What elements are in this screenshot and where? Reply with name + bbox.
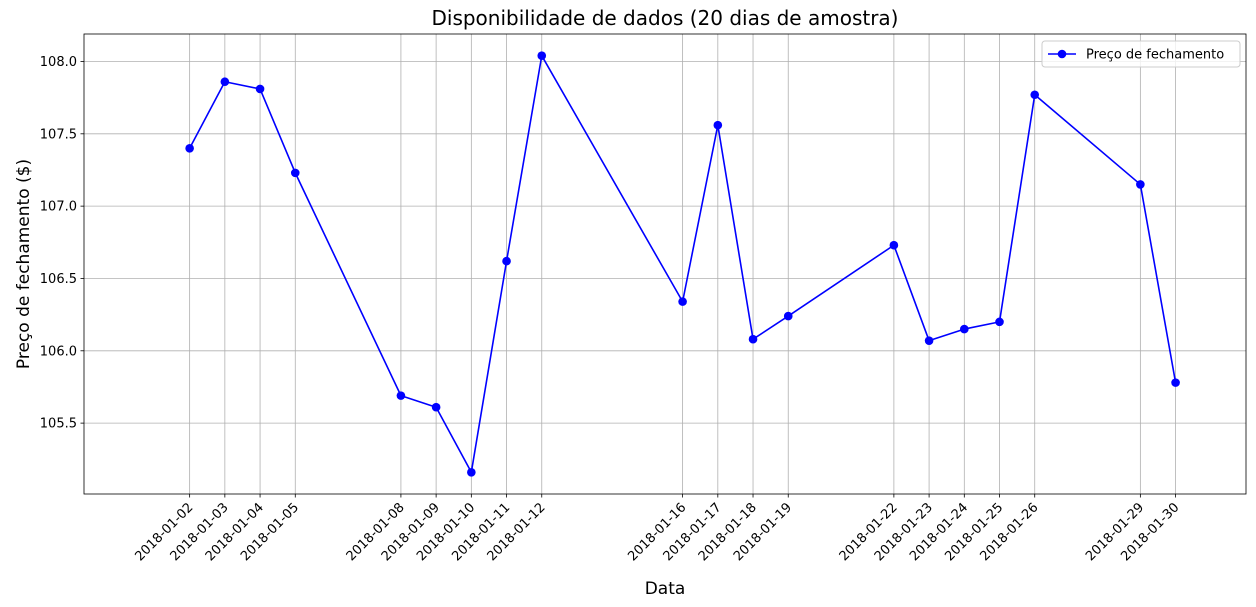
plot-area-frame	[83, 33, 1247, 495]
y-tick-label: 106.0	[40, 344, 77, 359]
y-tick-label: 108.0	[40, 55, 77, 70]
legend: Preço de fechamento	[1041, 40, 1241, 68]
data-point	[783, 311, 793, 321]
data-point	[467, 468, 476, 477]
data-point	[431, 402, 441, 412]
data-point	[960, 324, 969, 334]
data-point	[1136, 180, 1145, 189]
data-point	[889, 240, 899, 250]
data-point	[185, 143, 194, 153]
legend-box	[1041, 40, 1241, 68]
grid	[84, 34, 1246, 494]
data-point	[678, 297, 687, 306]
data-point	[924, 336, 934, 345]
legend-label: Preço de fechamento	[1086, 48, 1224, 63]
data-point	[290, 168, 300, 178]
data-point	[502, 256, 511, 266]
y-tick-label: 105.5	[40, 417, 77, 432]
y-tick-label: 106.5	[40, 272, 77, 287]
data-point	[713, 120, 723, 130]
y-tick-label: 107.5	[40, 127, 77, 142]
legend-marker-swatch	[1057, 49, 1067, 59]
y-tick-label: 107.0	[40, 200, 77, 215]
data-point	[995, 317, 1004, 327]
data-point	[748, 334, 758, 344]
data-point	[537, 51, 547, 60]
data-point	[1171, 378, 1180, 387]
data-point	[396, 391, 406, 400]
x-axis-label: Data	[645, 579, 686, 599]
x-axis: 2018-01-022018-01-032018-01-042018-01-05…	[132, 494, 1182, 564]
chart-title: Disponibilidade de dados (20 dias de amo…	[431, 6, 898, 30]
series-layer	[185, 51, 1180, 477]
data-point	[255, 84, 265, 94]
data-point	[220, 77, 230, 87]
data-point	[1030, 90, 1040, 100]
series-line	[188, 54, 1177, 474]
y-axis-label: Preço de fechamento ($)	[14, 159, 34, 369]
y-axis: 105.5 106.0 106.5 107.0 107.5 108.0	[40, 55, 84, 432]
